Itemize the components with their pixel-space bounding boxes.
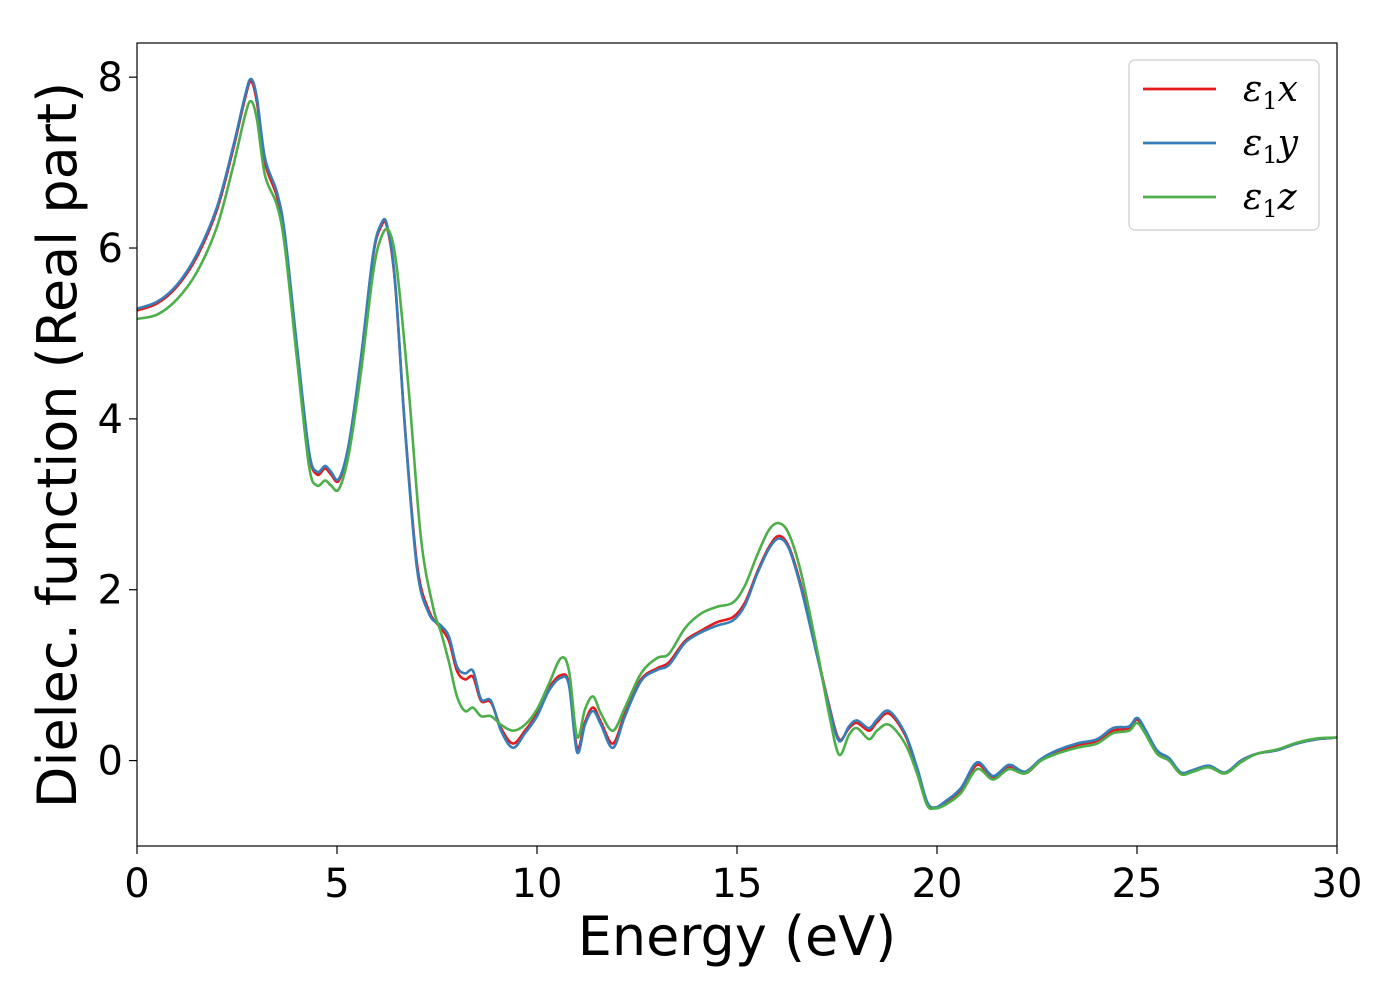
series-line-y (137, 77, 1337, 809)
x-tick-label: 10 (512, 861, 563, 907)
x-tick-label: 30 (1312, 861, 1363, 907)
y-axis-title: Dielec. function (Real part) (26, 82, 89, 808)
series-line-z (137, 99, 1337, 811)
legend: ε1x ε1y ε1z (1128, 59, 1320, 231)
legend-label-z: ε1z (1243, 177, 1298, 223)
x-axis-title: Energy (eV) (578, 905, 897, 968)
y-tick-label: 0 (98, 739, 123, 785)
x-tick-label: 5 (324, 861, 349, 907)
series-line-x (137, 80, 1337, 810)
x-tick-label: 20 (912, 861, 963, 907)
x-tick-label: 0 (124, 861, 149, 907)
legend-label-y: ε1y (1243, 123, 1299, 169)
x-tick-label: 25 (1112, 861, 1163, 907)
y-tick-label: 4 (98, 397, 123, 443)
y-axis: 0 2 4 6 8 (98, 55, 137, 785)
y-tick-label: 6 (98, 226, 123, 272)
legend-label-x: ε1x (1243, 69, 1298, 115)
x-tick-label: 15 (712, 861, 763, 907)
y-tick-label: 8 (98, 55, 123, 101)
legend-box (1128, 59, 1320, 231)
y-tick-label: 2 (98, 568, 123, 614)
series-layer (137, 77, 1337, 811)
x-axis: 0 5 10 15 20 25 30 (124, 846, 1362, 907)
